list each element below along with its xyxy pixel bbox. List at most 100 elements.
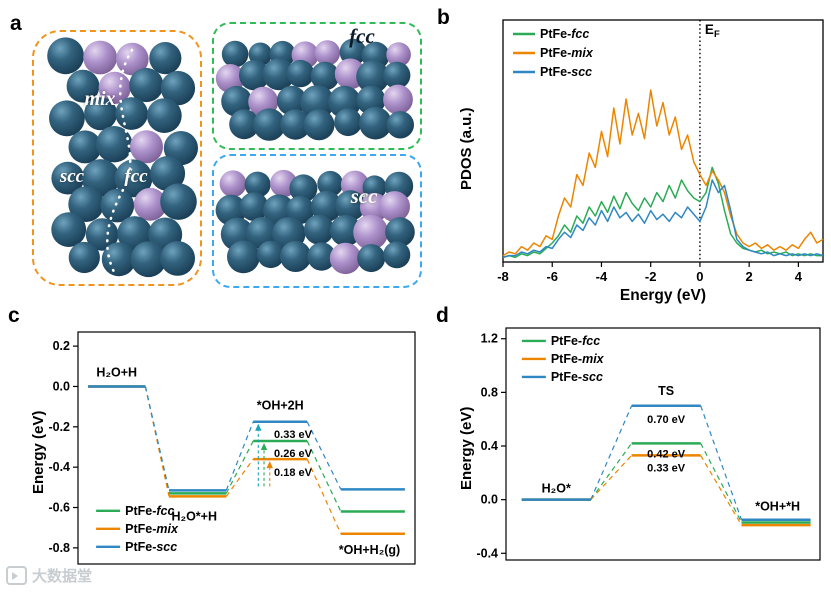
- level-connector: [700, 443, 743, 523]
- atom-sphere: [98, 71, 131, 104]
- atom-sphere: [239, 192, 269, 221]
- atom-sphere: [311, 190, 342, 222]
- atom-sphere: [244, 171, 271, 198]
- atom-sphere: [307, 242, 336, 271]
- y-tick-label: -0.8: [48, 541, 70, 555]
- y-tick-label: 0.4: [481, 439, 498, 453]
- atom-sphere: [356, 60, 390, 94]
- watermark-text: 大数据堂: [32, 568, 93, 585]
- stage-label: *OH+H₂(g): [339, 543, 400, 557]
- stage-label: *OH+2H: [257, 399, 304, 413]
- atom-sphere: [101, 242, 136, 277]
- y-tick-label: 0.0: [481, 493, 498, 507]
- x-tick-label: 4: [795, 269, 803, 284]
- atom-sphere: [262, 58, 295, 91]
- pdos-frame: [502, 19, 824, 263]
- atom-sphere: [334, 108, 362, 137]
- level-connector: [700, 455, 743, 526]
- atom-sphere: [314, 40, 341, 66]
- atom-sphere: [149, 42, 182, 75]
- atom-sphere: [221, 40, 249, 68]
- x-tick-label: -2: [645, 269, 657, 284]
- atom-sphere: [116, 42, 149, 76]
- pdos-curve-PtFe-scc: [502, 179, 824, 259]
- atom-sphere: [221, 85, 252, 117]
- atom-sphere: [300, 85, 335, 120]
- level-connector: [225, 458, 254, 497]
- diagram-frame: [505, 327, 821, 561]
- atom-sphere: [239, 60, 270, 91]
- atom-sphere: [286, 59, 315, 88]
- atom-sphere: [359, 106, 392, 140]
- y-tick-label: 0.2: [53, 339, 70, 353]
- legend-entry: PtFe-scc: [125, 540, 177, 554]
- level-connector: [144, 386, 170, 491]
- atom-sphere: [130, 241, 167, 278]
- panel-b-letter: b: [437, 6, 450, 29]
- atom-sphere: [219, 170, 247, 198]
- diagram-c-y-axis-label: Energy (eV): [30, 410, 47, 494]
- atom-sphere: [304, 214, 334, 245]
- barrier-arrow-head: [260, 442, 268, 450]
- fcc-structure-box: [212, 22, 422, 150]
- phase-divider-dotted-line: [106, 48, 134, 274]
- x-tick-label: 0: [696, 269, 703, 284]
- barrier-arrow-head: [266, 461, 273, 469]
- y-tick-label: 0.0: [53, 379, 70, 393]
- atom-sphere: [160, 183, 197, 220]
- x-tick-label: -8: [497, 269, 509, 284]
- label-mix-region: mix: [84, 88, 116, 110]
- barrier-value-label: 0.33 eV: [274, 429, 313, 441]
- label-fcc-slab: fcc: [349, 24, 375, 48]
- atom-sphere: [146, 98, 182, 133]
- fermi-label: EF: [705, 22, 720, 40]
- atom-sphere: [66, 69, 100, 103]
- oh-formation-energy-diagram: 1.2 0.8 0.4 0.0 -0.4 H₂O* TS *OH+*H 0.70 eV 0.42 …: [476, 327, 821, 561]
- legend-entry: PtFe-fcc: [551, 334, 600, 348]
- atom-sphere: [129, 67, 164, 103]
- atom-sphere: [383, 61, 411, 89]
- atom-sphere: [385, 217, 415, 247]
- y-tick-label: -0.6: [48, 501, 70, 515]
- panel-c-letter: c: [8, 304, 20, 327]
- x-tick-label: -6: [546, 269, 558, 284]
- atom-sphere: [215, 64, 245, 93]
- atom-sphere: [68, 241, 100, 274]
- atom-sphere: [383, 241, 411, 269]
- legend-entry: PtFe-scc: [551, 370, 603, 384]
- atom-sphere: [383, 84, 413, 115]
- stage-label: H₂O*: [542, 481, 571, 495]
- atom-sphere: [335, 190, 366, 221]
- atom-sphere: [289, 174, 318, 203]
- y-tick-label: 1.2: [481, 332, 498, 346]
- level-connector: [700, 405, 743, 520]
- atom-sphere: [68, 130, 102, 164]
- water-dissociation-energy-diagram: 0.2 0.0 -0.2 -0.4 -0.6 -0.8 H₂O+H H₂O*+H *OH+2H *…: [48, 331, 416, 565]
- level-connector: [306, 421, 342, 490]
- level-connector: [225, 440, 254, 494]
- atom-sphere: [339, 38, 367, 66]
- atom-sphere: [362, 175, 387, 200]
- pdos-curve-PtFe-fcc: [502, 166, 823, 259]
- label-scc-region: scc: [59, 166, 85, 187]
- atom-sphere: [329, 242, 362, 275]
- legend-entry: PtFe-fcc: [125, 504, 174, 518]
- mixed-structure-box: [32, 30, 202, 286]
- level-connector: [590, 442, 633, 501]
- y-tick-label: -0.4: [48, 460, 70, 474]
- level-connector: [225, 421, 254, 491]
- cluster-structure-fcc: [215, 38, 414, 141]
- atom-sphere: [317, 170, 344, 197]
- atom-sphere: [133, 187, 167, 221]
- atom-sphere: [114, 159, 153, 198]
- barrier-value-label: 0.42 eV: [647, 448, 686, 460]
- atom-sphere: [276, 85, 307, 116]
- atom-sphere: [115, 97, 148, 130]
- pdos-chart: -8 -6 -4 -2 0 2 4 EF PtFe-fcc PtFe-mix PtFe-scc: [497, 19, 824, 284]
- watermark: 大数据堂: [6, 565, 92, 586]
- atom-sphere: [47, 37, 84, 75]
- pdos-y-axis-label: PDOS (a.u.): [458, 107, 475, 190]
- barrier-value-label: 0.18 eV: [274, 467, 313, 479]
- atom-sphere: [353, 214, 389, 250]
